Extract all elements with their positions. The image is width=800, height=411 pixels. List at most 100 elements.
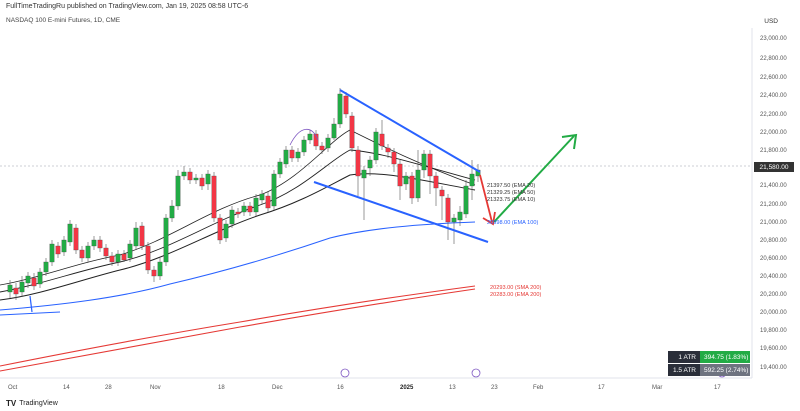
price-label: 20,600.00 [760, 256, 787, 262]
price-label: 19,400.00 [760, 365, 787, 371]
candle-body [385, 147, 391, 153]
ema-100-left-line [0, 311, 61, 316]
atr-row: 1 ATR 394.75 (1.83%) [668, 351, 750, 363]
candle-body [127, 243, 133, 259]
candle-body [409, 175, 415, 199]
candle-body [43, 261, 49, 273]
dividend-marker-icon[interactable] [340, 368, 350, 378]
candle-body [97, 239, 103, 249]
forecast-up-arrow[interactable] [493, 135, 575, 223]
candle-body [49, 243, 55, 263]
candle-body [199, 177, 205, 187]
price-label: 20,000.00 [760, 310, 787, 316]
price-label: 19,600.00 [760, 346, 787, 352]
candle-body [169, 205, 175, 219]
candle-body [289, 149, 295, 159]
candle-body [319, 145, 325, 151]
price-label: 22,200.00 [760, 112, 787, 118]
ema-100-line [0, 221, 476, 311]
tradingview-logo[interactable]: TV TradingView [6, 399, 58, 408]
price-axis: 23,000.00 22,800.00 22,600.00 22,400.00 … [760, 36, 787, 371]
candle-body [103, 247, 109, 257]
event-marker-icon[interactable] [471, 368, 481, 378]
time-label: 18 [218, 385, 225, 391]
candle-body [61, 239, 67, 253]
candle-body [415, 169, 421, 199]
candle-body [391, 151, 397, 165]
candle-body [205, 173, 211, 185]
time-axis: Oct 14 28 Nov 18 Dec 16 2025 13 23 Feb 1… [8, 385, 721, 391]
tradingview-logo-text: TradingView [19, 400, 58, 407]
candle-body [73, 227, 79, 251]
time-label: 23 [491, 385, 498, 391]
candle-body [163, 217, 169, 263]
candle-body [367, 159, 373, 169]
candle-body [433, 175, 439, 189]
candle-body [313, 133, 319, 147]
time-label: 14 [63, 385, 70, 391]
candle-body [145, 245, 151, 271]
candle-body [151, 269, 157, 277]
candle-body [253, 197, 259, 213]
symbol-title: NASDAQ 100 E-mini Futures, 1D, CME [6, 17, 121, 24]
candle-body [55, 245, 61, 255]
arc-drawing[interactable] [289, 128, 319, 146]
time-label: Mar [652, 385, 662, 391]
candle-body [259, 193, 265, 201]
atr-row: 1.5 ATR 592.25 (2.74%) [668, 364, 750, 376]
ema-10-line [0, 129, 476, 286]
candle-body [445, 197, 451, 223]
candle-body [307, 133, 313, 141]
time-label: 2025 [400, 385, 414, 391]
price-label: 22,800.00 [760, 56, 787, 62]
candle-body [139, 225, 145, 247]
candle-body [457, 211, 463, 221]
candlestick-series [7, 88, 481, 300]
time-label: Feb [533, 385, 544, 391]
candle-body [397, 163, 403, 187]
candle-body [277, 161, 283, 175]
tradingview-logo-icon: TV [6, 399, 17, 408]
candle-body [373, 131, 379, 161]
channel-upper-line[interactable] [339, 89, 481, 173]
candle-body [187, 171, 193, 181]
candle-body [79, 249, 85, 259]
candle-body [271, 173, 277, 207]
candle-body [25, 275, 31, 284]
candle-body [85, 245, 91, 259]
time-label: Nov [150, 385, 161, 391]
ema-10-label: 21323.75 (EMA 10) [487, 197, 535, 203]
candle-body [157, 261, 163, 277]
candle-body [403, 175, 409, 185]
ema-200-label: 20283.00 (EMA 200) [490, 292, 541, 298]
time-label: 17 [714, 385, 721, 391]
candle-body [247, 205, 253, 213]
candle-body [133, 227, 139, 247]
time-label: 16 [337, 385, 344, 391]
channel-lower-line[interactable] [313, 181, 489, 243]
candle-body [283, 149, 289, 165]
ema-100-label: 20998.00 (EMA 100) [487, 220, 538, 226]
time-label: 17 [598, 385, 605, 391]
ema-100-marker-line [29, 295, 33, 313]
candle-body [265, 195, 271, 209]
candle-body [427, 153, 433, 177]
candle-body [469, 173, 475, 187]
candle-body [325, 137, 331, 149]
candle-body [331, 123, 337, 139]
candle-body [343, 95, 349, 115]
candle-body [7, 284, 13, 293]
forecast-down-arrow[interactable] [479, 174, 493, 223]
ema-20-line [0, 149, 476, 293]
candle-body [13, 287, 19, 295]
candle-body [451, 217, 457, 223]
candle-body [31, 277, 37, 287]
candle-body [19, 281, 25, 293]
price-label: 20,200.00 [760, 292, 787, 298]
ema-50-line [0, 173, 476, 301]
candle-body [193, 177, 199, 181]
currency-label: USD [764, 18, 778, 25]
candle-body [91, 239, 97, 247]
publish-info: FullTimeTradingRu published on TradingVi… [6, 3, 249, 10]
